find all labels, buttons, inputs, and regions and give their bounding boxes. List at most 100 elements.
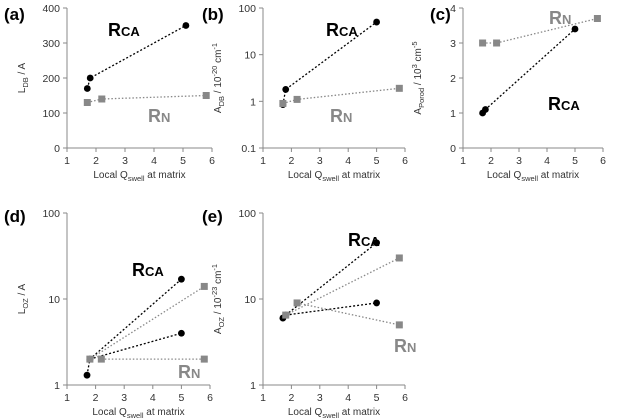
- series-line-rca: [282, 21, 377, 105]
- panel-letter: (e): [202, 207, 223, 226]
- data-point-rn: [479, 39, 487, 47]
- panel-2: (b) 1 2 3 4 5 6 0.1 1 10 100 Local Qswell​ at matri…: [202, 3, 408, 183]
- x-tick-label: 5: [178, 392, 184, 404]
- y-tick-label: 1: [250, 380, 256, 392]
- x-tick-label: 6: [207, 392, 213, 404]
- series-line-rn: [89, 285, 205, 360]
- panel-letter: (b): [202, 5, 224, 24]
- data-point-rn: [395, 321, 403, 329]
- data-point-rca: [86, 74, 94, 82]
- series-line-rn: [296, 302, 400, 326]
- data-point-rca: [83, 371, 91, 379]
- data-point-rca: [571, 25, 579, 33]
- x-axis-title: Local Qswell​ at matrix: [487, 170, 579, 183]
- x-axis-title: Local Qswell​ at matrix: [93, 170, 185, 183]
- series-label-rn: RN: [330, 106, 352, 126]
- x-axis-title: Local Qswell​ at matrix: [288, 170, 380, 183]
- data-point-rn: [98, 95, 106, 103]
- y-axis-title: LDB​ / A: [17, 62, 30, 93]
- data-point-rn: [86, 355, 94, 363]
- y-tick-label: 0.1: [241, 143, 256, 155]
- panel-5: (e) 1 2 3 4 5 6 1 10 100 Local Qswell​ at matrix AO…: [202, 207, 416, 420]
- x-tick-label: 6: [600, 155, 606, 167]
- series-line-rn: [482, 17, 598, 44]
- series-line-rca: [285, 302, 377, 316]
- data-point-rn: [200, 355, 208, 363]
- y-tick-label: 1: [250, 96, 256, 108]
- x-tick-label: 6: [402, 155, 408, 167]
- x-tick-label: 3: [317, 392, 323, 404]
- series-line-rca: [282, 242, 378, 319]
- x-tick-label: 2: [488, 155, 494, 167]
- data-point-rn: [493, 39, 501, 47]
- x-tick-label: 3: [317, 155, 323, 167]
- series-label-rca: RCA: [348, 230, 380, 250]
- data-point-rn: [279, 99, 287, 107]
- y-axis-title: ADB​ / 10-20​ cm-1​: [210, 43, 226, 113]
- data-point-rca: [83, 85, 91, 92]
- series-label-rca: RCA: [326, 20, 358, 40]
- y-tick-label: 300: [42, 38, 60, 50]
- x-tick-label: 1: [260, 392, 266, 404]
- y-tick-label: 10: [244, 50, 256, 62]
- x-tick-label: 2: [288, 155, 294, 167]
- y-tick-label: 200: [42, 73, 60, 85]
- x-tick-label: 2: [93, 155, 99, 167]
- data-point-rca: [373, 299, 380, 307]
- panel-1: (a) 1 2 3 4 5 6 0 100 200 300 400 Local Qswell​ at m…: [4, 3, 215, 183]
- panel-letter: (d): [4, 207, 26, 226]
- x-tick-label: 1: [64, 392, 70, 404]
- data-point-rca: [178, 275, 185, 283]
- x-tick-label: 1: [460, 155, 466, 167]
- data-point-rn: [97, 355, 105, 363]
- y-tick-label: 100: [238, 208, 256, 220]
- data-point-rn: [200, 282, 208, 290]
- data-point-rca: [182, 22, 190, 29]
- x-tick-label: 4: [151, 155, 157, 167]
- x-tick-label: 5: [374, 155, 380, 167]
- data-point-rn: [282, 311, 290, 319]
- data-point-rn: [202, 92, 210, 99]
- panel-letter: (c): [430, 5, 451, 24]
- series-label-rn: RN: [394, 336, 416, 356]
- data-point-rn: [293, 95, 301, 103]
- data-point-rca: [178, 329, 185, 337]
- data-point-rca: [373, 18, 380, 26]
- x-tick-label: 3: [516, 155, 522, 167]
- x-tick-label: 2: [288, 392, 294, 404]
- data-point-rca: [482, 106, 489, 113]
- y-tick-label: 400: [42, 3, 60, 15]
- data-point-rn: [593, 15, 601, 22]
- data-point-rn: [395, 254, 403, 262]
- x-tick-label: 4: [345, 392, 351, 404]
- x-tick-label: 4: [544, 155, 550, 167]
- panel-letter: (a): [4, 5, 25, 24]
- y-tick-label: 1: [54, 380, 60, 392]
- y-axis-title: AOZ​ / 10-23​ cm-1​: [210, 264, 226, 334]
- x-tick-label: 4: [345, 155, 351, 167]
- data-point-rn: [83, 99, 91, 106]
- y-axis-title: APorod​ / 103​ cm-5​: [410, 41, 426, 114]
- x-tick-label: 5: [572, 155, 578, 167]
- series-label-rca: RCA: [132, 260, 164, 280]
- y-tick-label: 4: [450, 3, 456, 15]
- y-tick-label: 10: [48, 294, 60, 306]
- x-tick-label: 6: [209, 155, 215, 167]
- x-tick-label: 2: [93, 392, 99, 404]
- x-tick-label: 3: [121, 392, 127, 404]
- x-tick-label: 5: [180, 155, 186, 167]
- series-line-rca: [89, 332, 182, 360]
- y-tick-label: 1: [450, 108, 456, 120]
- y-tick-label: 100: [238, 3, 256, 15]
- y-tick-label: 100: [42, 208, 60, 220]
- x-axis-title: Local Qswell​ at matrix: [288, 407, 380, 420]
- y-tick-label: 2: [450, 73, 456, 85]
- y-tick-label: 3: [450, 38, 456, 50]
- x-axis-title: Local Qswell​ at matrix: [92, 407, 184, 420]
- panel-4: (d) 1 2 3 4 5 6 1 10 100 Local Qswell​ at matrix LO…: [4, 207, 213, 420]
- x-tick-label: 5: [374, 392, 380, 404]
- y-tick-label: 10: [244, 294, 256, 306]
- y-tick-label: 100: [42, 108, 60, 120]
